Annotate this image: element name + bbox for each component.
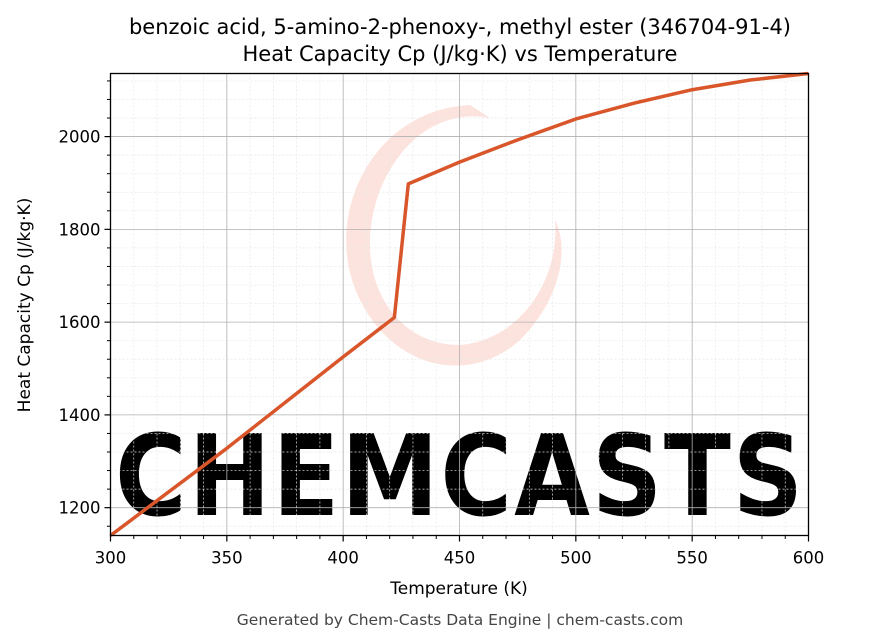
x-tick-label: 300 xyxy=(95,549,127,568)
x-tick-label: 500 xyxy=(560,549,592,568)
x-axis-ticks: 300 350 400 450 500 550 600 xyxy=(95,535,825,568)
y-axis-label: Heat Capacity Cp (J/kg·K) xyxy=(15,198,35,413)
y-tick-label: 1400 xyxy=(59,406,101,425)
y-axis-ticks: 1200 1400 1600 1800 2000 xyxy=(59,80,111,527)
major-grid xyxy=(110,73,809,536)
x-tick-label: 400 xyxy=(327,549,359,568)
chart-title-line1: benzoic acid, 5-amino-2-phenoxy-, methyl… xyxy=(129,15,791,39)
chart-title-line2: Heat Capacity Cp (J/kg·K) vs Temperature xyxy=(243,42,678,66)
y-tick-label: 2000 xyxy=(59,128,101,147)
x-tick-label: 550 xyxy=(676,549,708,568)
x-tick-label: 600 xyxy=(793,549,825,568)
y-tick-label: 1800 xyxy=(59,220,101,239)
chemcasts-watermark: CHEMCASTS xyxy=(115,105,805,542)
x-tick-label: 450 xyxy=(444,549,476,568)
footer-credit: Generated by Chem-Casts Data Engine | ch… xyxy=(237,611,683,629)
x-tick-label: 350 xyxy=(211,549,243,568)
y-tick-label: 1200 xyxy=(59,499,101,518)
x-axis-label: Temperature (K) xyxy=(389,579,528,599)
watermark-text: CHEMCASTS xyxy=(115,412,805,542)
heat-capacity-line xyxy=(109,71,809,537)
y-tick-label: 1600 xyxy=(59,313,101,332)
